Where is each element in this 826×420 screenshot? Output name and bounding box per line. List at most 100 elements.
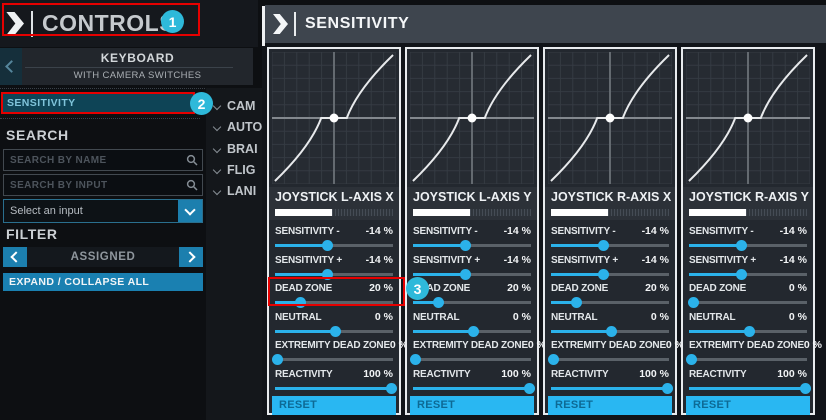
expand-collapse-all-button[interactable]: EXPAND / COLLAPSE ALL xyxy=(3,273,203,291)
slider-track[interactable] xyxy=(689,268,807,280)
reset-button[interactable]: RESET xyxy=(548,396,672,415)
slider-rows: SENSITIVITY - -14 % SENSITIVITY + -14 % xyxy=(269,220,408,394)
curve-svg xyxy=(548,52,672,184)
slider-knob[interactable] xyxy=(735,268,747,280)
slider-knob[interactable] xyxy=(321,240,333,251)
slider-track[interactable] xyxy=(551,268,669,280)
slider-track[interactable] xyxy=(689,382,811,394)
slider-knob[interactable] xyxy=(459,268,471,280)
category-list-item[interactable]: CAM xyxy=(212,96,255,116)
slider-row-neutral: NEUTRAL 0 % xyxy=(275,308,393,337)
slider-knob[interactable] xyxy=(687,297,699,308)
slider-track[interactable] xyxy=(687,297,807,308)
axis-columns: JOYSTICK L-AXIS X SENSITIVITY - -14 % SE… xyxy=(262,43,826,420)
slider-knob[interactable] xyxy=(330,325,342,337)
reset-button[interactable]: RESET xyxy=(686,396,810,415)
device-name: KEYBOARD xyxy=(100,51,175,65)
curve-center-dot[interactable] xyxy=(605,113,615,123)
category-list-item[interactable]: FLIG xyxy=(212,160,255,180)
slider-track[interactable] xyxy=(413,325,531,337)
slider-track[interactable] xyxy=(275,382,397,394)
slider-knob[interactable] xyxy=(432,297,444,308)
search-icon xyxy=(186,154,198,166)
slider-track[interactable] xyxy=(410,354,531,365)
panel-logo-arrow-icon xyxy=(273,14,288,34)
slider-label: SENSITIVITY + xyxy=(689,254,756,266)
slider-knob[interactable] xyxy=(523,382,535,394)
curve-center-dot[interactable] xyxy=(467,113,477,123)
page-title: CONTROLS xyxy=(42,10,176,36)
chevron-right-icon xyxy=(184,251,196,263)
curve-center-dot[interactable] xyxy=(329,113,339,123)
slider-fill xyxy=(689,386,805,390)
slider-knob[interactable] xyxy=(459,240,471,251)
slider-track[interactable] xyxy=(551,297,669,308)
curve-center-dot[interactable] xyxy=(743,113,753,123)
slider-track[interactable] xyxy=(548,354,669,365)
device-back-button[interactable] xyxy=(0,48,22,85)
slider-track[interactable] xyxy=(413,297,531,308)
slider-track[interactable] xyxy=(551,382,673,394)
slider-knob[interactable] xyxy=(321,268,333,280)
slider-knob[interactable] xyxy=(606,325,618,337)
slider-row-dead-zone: DEAD ZONE 20 % xyxy=(275,279,393,308)
slider-value: -14 % xyxy=(779,253,807,266)
reset-button[interactable]: RESET xyxy=(272,396,396,415)
slider-track[interactable] xyxy=(272,354,393,365)
slider-track[interactable] xyxy=(413,382,535,394)
filter-next-button[interactable] xyxy=(179,247,203,267)
slider-track[interactable] xyxy=(686,354,807,365)
slider-track[interactable] xyxy=(275,240,393,251)
slider-knob[interactable] xyxy=(597,240,609,251)
slider-track[interactable] xyxy=(413,268,531,280)
slider-track[interactable] xyxy=(275,297,393,308)
slider-value: 20 % xyxy=(507,282,531,294)
slider-knob[interactable] xyxy=(410,354,422,365)
slider-track[interactable] xyxy=(551,240,669,251)
category-label: BRAI xyxy=(227,141,258,156)
dropdown-open-button[interactable] xyxy=(178,200,202,222)
filter-prev-button[interactable] xyxy=(3,247,27,267)
slider-track[interactable] xyxy=(275,268,393,280)
category-list-item[interactable]: AUTO xyxy=(212,117,263,137)
curve-svg xyxy=(410,52,534,184)
slider-knob[interactable] xyxy=(468,325,480,337)
input-select-dropdown[interactable]: Select an input xyxy=(3,199,203,223)
slider-knob[interactable] xyxy=(744,325,756,337)
curve-svg xyxy=(686,52,810,184)
slider-knob[interactable] xyxy=(799,382,811,394)
slider-track[interactable] xyxy=(689,240,807,251)
slider-knob[interactable] xyxy=(661,382,673,394)
slider-label: REACTIVITY xyxy=(413,368,471,380)
slider-knob[interactable] xyxy=(686,354,698,365)
search-by-input-input[interactable] xyxy=(3,174,203,196)
category-list-item[interactable]: LANI xyxy=(212,181,256,201)
slider-row-dead-zone: DEAD ZONE 0 % xyxy=(687,279,807,308)
slider-knob[interactable] xyxy=(385,382,397,394)
slider-knob[interactable] xyxy=(597,268,609,280)
slider-label: EXTREMITY DEAD ZONE xyxy=(413,340,528,351)
slider-value: 0 % xyxy=(803,339,823,351)
slider-knob[interactable] xyxy=(272,354,284,365)
category-list-item[interactable]: BRAI xyxy=(212,139,258,159)
slider-track[interactable] xyxy=(551,325,669,337)
category-label: AUTO xyxy=(227,120,263,135)
slider-knob[interactable] xyxy=(294,297,306,308)
slider-track[interactable] xyxy=(689,325,807,337)
logo-divider xyxy=(294,12,296,36)
reset-button[interactable]: RESET xyxy=(410,396,534,415)
slider-label: REACTIVITY xyxy=(275,368,333,380)
category-list: CAM AUTO BRAI FLIG LANI xyxy=(206,88,262,420)
slider-value: 100 % xyxy=(777,367,807,380)
sidebar-item-sensitivity[interactable]: SENSITIVITY xyxy=(1,93,195,114)
slider-row-sensitivity-plus: SENSITIVITY + -14 % xyxy=(275,251,393,280)
slider-knob[interactable] xyxy=(548,354,560,365)
slider-track[interactable] xyxy=(413,240,531,251)
slider-track[interactable] xyxy=(275,325,393,337)
search-by-name-input[interactable] xyxy=(3,149,203,171)
chevron-down-icon xyxy=(212,165,222,175)
slider-row-extremity-dead-zone: EXTREMITY DEAD ZONE 0 % xyxy=(410,336,546,365)
slider-knob[interactable] xyxy=(735,240,747,251)
slider-row-sensitivity-minus: SENSITIVITY - -14 % xyxy=(413,222,531,251)
slider-knob[interactable] xyxy=(570,297,582,308)
